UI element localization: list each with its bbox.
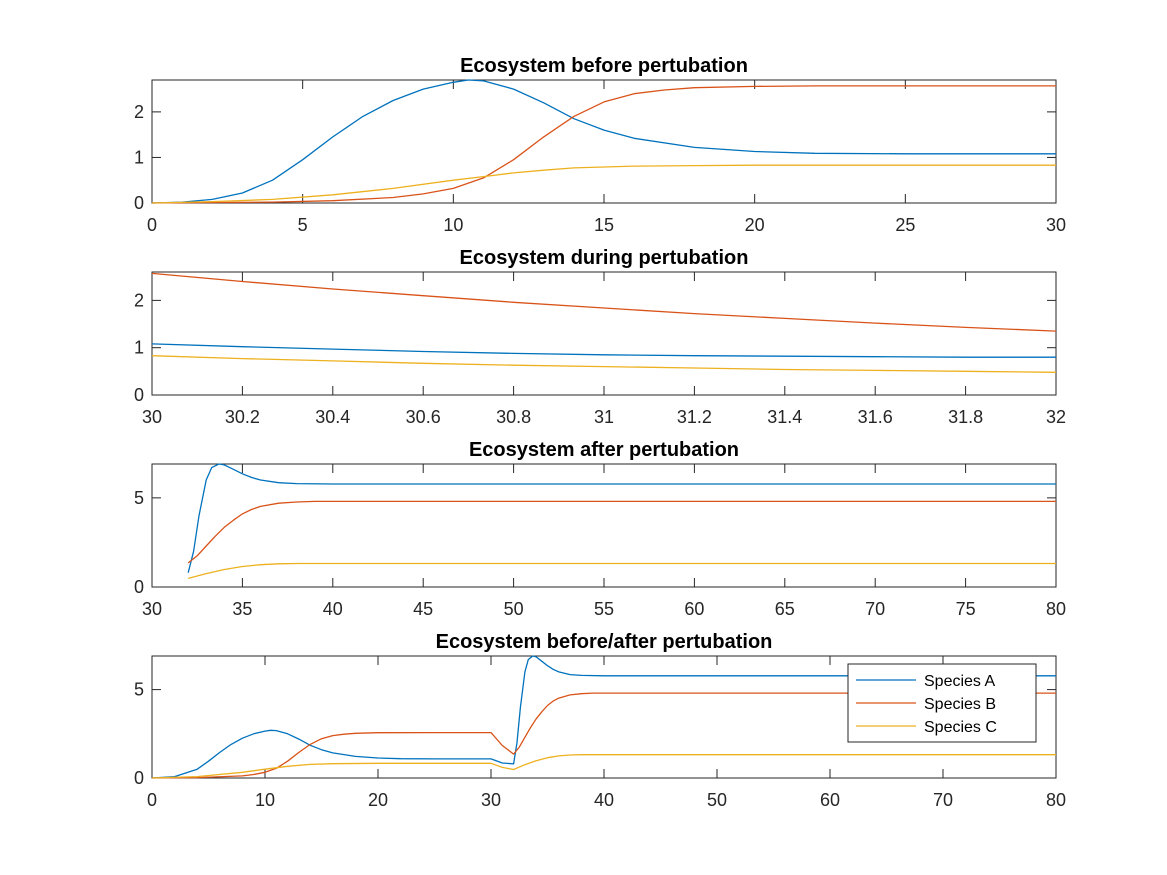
x-tick-label: 31.8: [948, 407, 983, 427]
x-tick-label: 25: [895, 215, 915, 235]
x-tick-label: 55: [594, 599, 614, 619]
x-tick-label: 20: [368, 790, 388, 810]
y-tick-label: 1: [134, 147, 144, 167]
y-tick-label: 0: [134, 385, 144, 405]
legend: Species A Species B Species C: [847, 663, 1037, 743]
series-line-series-3: [151, 164, 1056, 204]
y-tick-label: 0: [134, 193, 144, 213]
x-tick-label: 30.4: [315, 407, 350, 427]
x-tick-label: 65: [775, 599, 795, 619]
x-tick-label: 31.6: [858, 407, 893, 427]
x-tick-label: 80: [1046, 599, 1066, 619]
x-tick-label: 80: [1046, 790, 1066, 810]
x-tick-label: 35: [232, 599, 252, 619]
chart-title: Ecosystem before/after pertubation: [436, 631, 773, 653]
series-line-series-1: [151, 343, 1056, 358]
series-line-series-3: [151, 355, 1057, 373]
chart-title: Ecosystem after pertubation: [469, 439, 739, 461]
chart-title: Ecosystem during pertubation: [460, 247, 749, 269]
x-tick-label: 30.6: [406, 407, 441, 427]
x-tick-label: 60: [820, 790, 840, 810]
x-tick-label: 0: [147, 215, 157, 235]
series-line-species-c: [151, 754, 1056, 779]
x-tick-label: 70: [933, 790, 953, 810]
subplot-after-pertubation: Ecosystem after pertubation 30 35 40 45 50 55…: [134, 439, 1066, 619]
legend-label: Species C: [924, 719, 997, 736]
series-line-series-2: [151, 85, 1056, 204]
x-tick-label: 30: [142, 407, 162, 427]
x-tick-label: 40: [323, 599, 343, 619]
legend-label: Species A: [924, 673, 995, 690]
x-tick-label: 31.2: [677, 407, 712, 427]
series-line-series-3: [188, 562, 1056, 580]
x-tick-label: 10: [255, 790, 275, 810]
series-line-species-a: [151, 655, 1056, 779]
x-tick-label: 30: [481, 790, 501, 810]
x-tick-label: 30.2: [225, 407, 260, 427]
y-tick-label: 2: [134, 102, 144, 122]
x-tick-label: 50: [707, 790, 727, 810]
y-tick-label: 5: [134, 680, 144, 700]
x-tick-label: 70: [865, 599, 885, 619]
series-line-series-1: [151, 79, 1056, 204]
x-tick-label: 50: [504, 599, 524, 619]
y-tick-label: 0: [134, 577, 144, 597]
x-tick-label: 40: [594, 790, 614, 810]
y-tick-label: 5: [134, 488, 144, 508]
x-tick-label: 31: [594, 407, 614, 427]
legend-label: Species B: [924, 696, 996, 713]
x-tick-label: 75: [956, 599, 976, 619]
x-tick-label: 10: [443, 215, 463, 235]
subplot-during-pertubation: Ecosystem during pertubation 30 30.2 30.4 3…: [134, 247, 1066, 427]
y-tick-label: 0: [134, 768, 144, 788]
x-tick-label: 60: [684, 599, 704, 619]
x-tick-label: 0: [147, 790, 157, 810]
x-tick-label: 30.8: [496, 407, 531, 427]
chart-title: Ecosystem before pertubation: [460, 55, 748, 77]
x-tick-label: 45: [413, 599, 433, 619]
series-line-series-1: [187, 463, 1056, 573]
x-tick-label: 20: [745, 215, 765, 235]
y-tick-label: 2: [134, 290, 144, 310]
y-tick-label: 1: [134, 338, 144, 358]
x-tick-label: 31.4: [767, 407, 802, 427]
subplot-before-pertubation: Ecosystem before pertubation 0 5 10 15 20 25 3…: [134, 55, 1066, 235]
series-line-series-2: [151, 272, 1057, 332]
x-tick-label: 15: [594, 215, 614, 235]
x-tick-label: 30: [1046, 215, 1066, 235]
x-tick-label: 30: [142, 599, 162, 619]
x-tick-label: 5: [298, 215, 308, 235]
subplot-before-after-pertubation: Ecosystem before/after pertubation 0 10 20…: [134, 631, 1066, 810]
series-line-series-2: [187, 500, 1056, 564]
x-tick-label: 32: [1046, 407, 1066, 427]
